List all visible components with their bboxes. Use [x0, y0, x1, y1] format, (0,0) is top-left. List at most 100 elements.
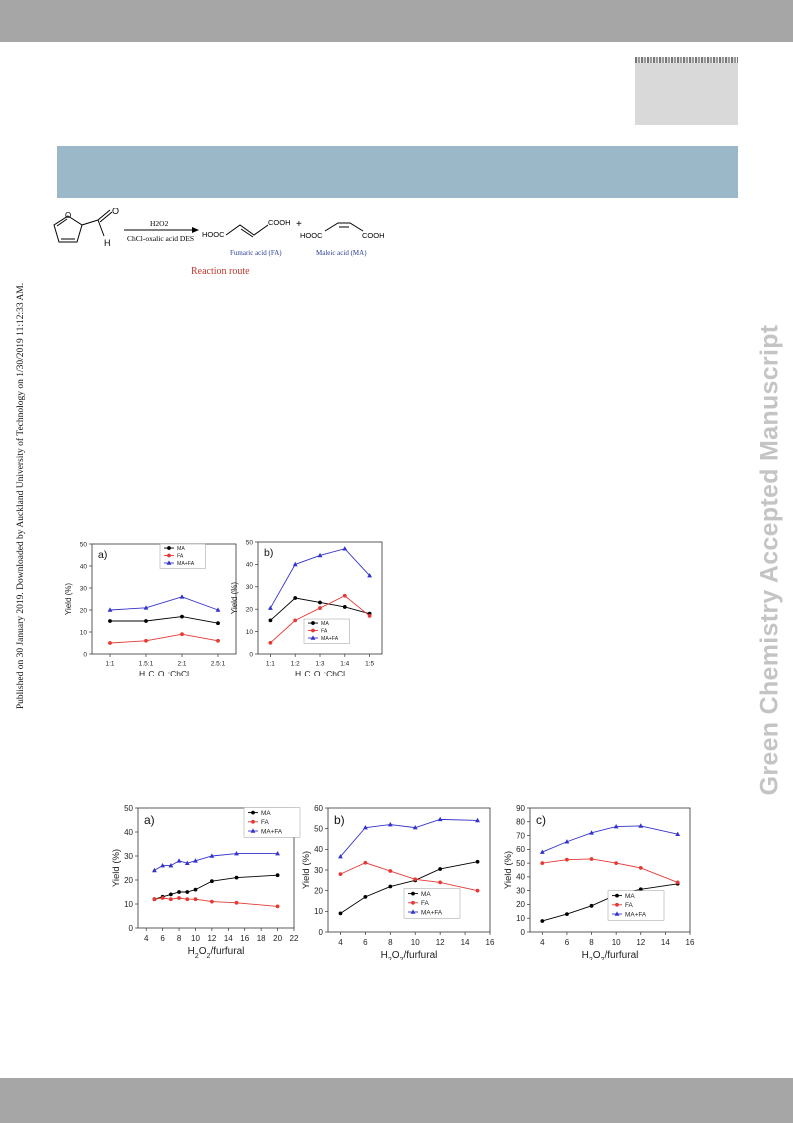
accepted-manuscript-watermark: Green Chemistry Accepted Manuscript	[752, 262, 788, 858]
ma-cooh-label: COOH	[362, 231, 385, 240]
y-tick-label: 30	[124, 852, 133, 861]
data-point	[338, 911, 343, 916]
x-axis-label: H2O2/furfural	[582, 950, 639, 960]
data-point	[363, 860, 368, 865]
reaction-scheme: O H O H2O2 ChCl-oxalic acid DES HOOC COO…	[53, 208, 385, 277]
x-tick-label: 1:1	[266, 661, 275, 668]
series-ma	[338, 859, 480, 916]
data-point	[209, 899, 214, 904]
x-tick-label: 12	[636, 938, 645, 947]
legend-marker	[310, 635, 316, 640]
legend-marker	[167, 546, 171, 550]
y-tick-label: 50	[516, 859, 525, 868]
legend-entry: MA+FA	[421, 909, 443, 916]
data-point	[268, 640, 273, 645]
series-line	[542, 825, 678, 853]
data-point	[180, 632, 184, 637]
series-line	[109, 633, 219, 644]
data-point	[108, 641, 112, 645]
legend-marker	[311, 628, 315, 633]
publication-note: Published on 30 January 2019. Downloaded…	[14, 242, 28, 750]
data-point	[234, 875, 239, 880]
legend-entry: FA	[421, 900, 430, 907]
data-point	[215, 607, 221, 612]
legend-marker	[615, 902, 619, 907]
y-tick-label: 90	[516, 804, 525, 813]
legend-entry: MA	[421, 891, 431, 898]
series-ma	[108, 614, 220, 626]
data-point	[185, 897, 190, 902]
legend-marker	[410, 909, 416, 914]
data-point	[565, 857, 569, 862]
data-point	[268, 618, 273, 623]
legend-marker	[251, 810, 255, 815]
y-tick-label: 50	[314, 824, 323, 833]
data-point	[216, 638, 220, 643]
data-point	[338, 853, 343, 859]
data-point	[275, 851, 280, 856]
x-tick-label: 8	[388, 938, 393, 947]
x-axis-label: H2C2O4:ChCl	[139, 669, 189, 676]
x-tick-label: 10	[191, 934, 200, 943]
maleic-acid-structure	[324, 222, 364, 232]
y-tick-label: 20	[80, 607, 88, 614]
y-tick-label: 20	[516, 900, 525, 909]
y-tick-label: 40	[80, 563, 88, 570]
logo-pattern-strip	[635, 57, 738, 63]
y-tick-label: 0	[249, 651, 253, 658]
data-point	[362, 825, 368, 830]
y-tick-label: 50	[80, 541, 88, 548]
aldehyde-h-bond	[97, 219, 105, 237]
data-point	[152, 897, 157, 902]
data-point	[438, 880, 443, 885]
data-point	[412, 825, 418, 830]
data-point	[318, 600, 322, 605]
series-ma-plus-fa	[152, 851, 280, 873]
y-tick-label: 10	[80, 629, 88, 636]
data-point	[540, 861, 545, 866]
y-tick-label: 60	[516, 845, 525, 854]
data-point	[388, 869, 393, 873]
x-tick-label: 4	[144, 934, 149, 943]
reaction-arrowhead	[192, 227, 199, 233]
y-tick-label: 30	[80, 585, 88, 592]
legend: MA FA MA+FA	[403, 888, 461, 919]
x-tick-label: 12	[436, 938, 445, 947]
data-point	[152, 867, 157, 873]
aldehyde-bond	[81, 219, 99, 226]
data-point	[638, 866, 643, 870]
aldehyde-o-label: O	[112, 208, 119, 216]
y-tick-label: 20	[314, 886, 323, 895]
data-point	[177, 890, 181, 894]
series-ma-plus-fa	[539, 823, 681, 854]
data-point	[589, 857, 594, 861]
x-tick-label: 6	[565, 938, 570, 947]
plus-sign: +	[296, 219, 302, 230]
series-ma	[540, 881, 680, 923]
series-ma-plus-fa	[338, 816, 480, 859]
x-tick-label: 4	[338, 938, 343, 947]
series-line	[340, 862, 478, 892]
data-point	[613, 824, 619, 829]
series-line	[542, 883, 678, 922]
y-axis-label: Yield (%)	[64, 583, 73, 615]
data-point	[293, 618, 298, 623]
x-tick-label: 1:4	[340, 661, 349, 668]
chart-2c-h2o2-ratio: 0 10 20 30 40 50 60 70 80 90 4 6 8 10 12 14 16 H2O2/furfu…	[503, 804, 695, 960]
x-tick-label: 16	[486, 938, 495, 947]
x-tick-label: 22	[290, 934, 299, 943]
data-point	[589, 830, 594, 835]
y-tick-label: 0	[319, 928, 324, 937]
publication-note-text: Published on 30 January 2019. Downloaded…	[16, 282, 26, 710]
data-point	[144, 638, 148, 643]
x-tick-label: 10	[411, 938, 420, 947]
data-point	[160, 863, 166, 868]
reagent-label: H2O2	[150, 219, 169, 228]
x-axis-label: H2C2O4:ChCl	[295, 669, 345, 676]
series-ma-plus-fa	[107, 594, 221, 612]
data-point	[234, 900, 239, 905]
series-fa	[268, 593, 372, 645]
ma-hooc-label: HOOC	[300, 231, 323, 240]
